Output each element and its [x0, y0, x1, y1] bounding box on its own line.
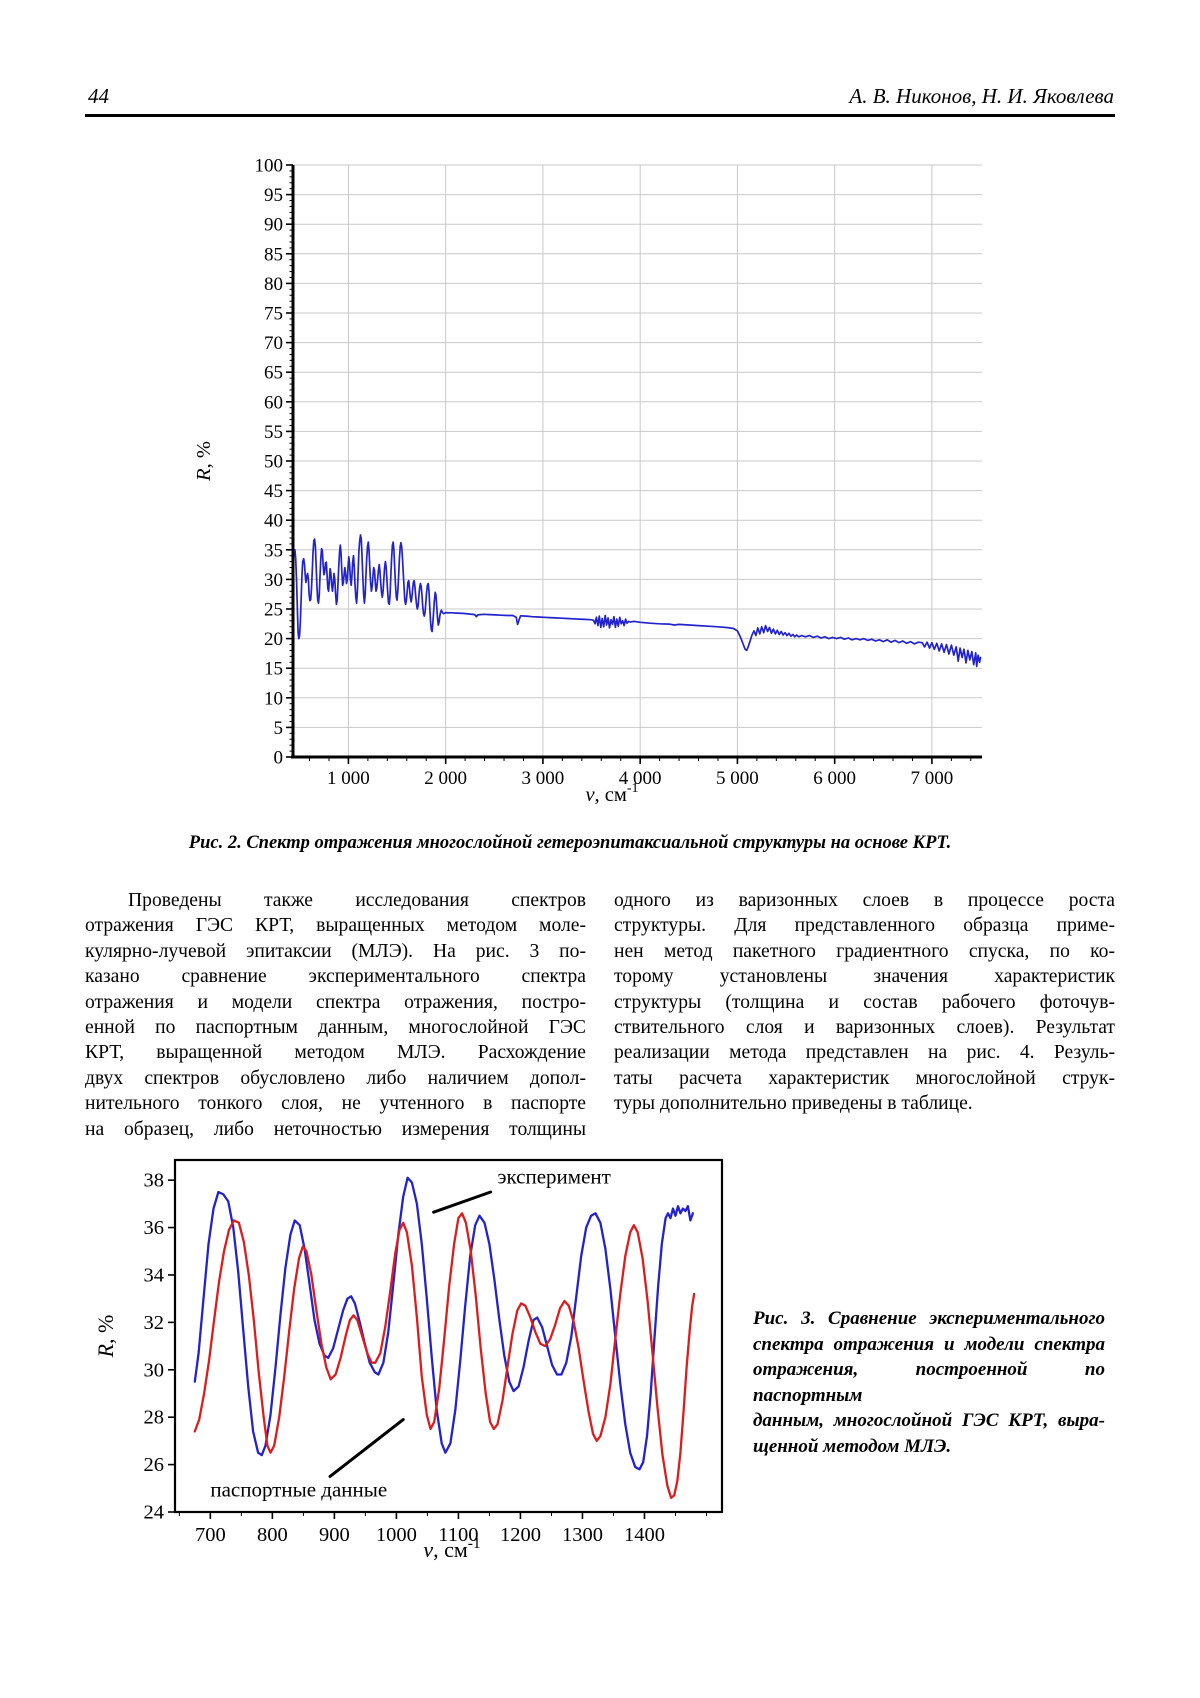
- tick-label-x: 4 000: [619, 768, 662, 789]
- text-line: таты расчета характеристик многослойной …: [614, 1067, 1115, 1089]
- fig2-curve-0: [294, 534, 982, 668]
- tick-label-y: 36: [144, 1217, 165, 1239]
- tick-label-x: 7 000: [911, 768, 954, 789]
- tick-label-y: 40: [264, 511, 283, 532]
- page-number: 44: [88, 84, 109, 108]
- fig3-curve-0: [193, 1176, 695, 1471]
- tick-label-y: 20: [264, 629, 283, 650]
- text-line: казано сравнение экспериментального спек…: [85, 966, 586, 988]
- tick-label-x: 1 000: [327, 768, 370, 789]
- text-line: отражения ГЭС КРТ, выращенных методом мо…: [85, 915, 586, 937]
- tick-label-y: 26: [144, 1454, 165, 1476]
- tick-label-x: 6 000: [813, 768, 856, 789]
- tick-label-y: 85: [264, 244, 283, 265]
- tick-label-y: 30: [144, 1359, 165, 1381]
- text-line: торому установлены значения характеристи…: [614, 966, 1115, 988]
- tick-label-y: 30: [264, 570, 283, 591]
- text-line: КРТ, выращенной методом МЛЭ. Расхождение: [85, 1042, 586, 1064]
- text-line: кулярно-лучевой эпитаксии (МЛЭ). На рис.…: [85, 940, 586, 962]
- y-axis-label: R, %: [93, 1315, 118, 1359]
- tick-label-x: 1200: [500, 1524, 541, 1546]
- tick-label-y: 100: [255, 156, 284, 177]
- tick-label-x: 1100: [438, 1524, 478, 1546]
- body-column-right: одного из варизонных слоев в процессе ро…: [614, 888, 1115, 1117]
- tick-label-y: 95: [264, 185, 283, 206]
- running-head-authors: А. В. Никонов, Н. И. Яковлева: [849, 84, 1114, 108]
- passport-label-leader-line: [328, 1418, 405, 1478]
- tick-label-x: 800: [257, 1524, 288, 1546]
- plot-frame: [173, 1158, 724, 1514]
- tick-label-y: 90: [264, 215, 283, 236]
- text-line: нительного тонкого слоя, не учтенного в …: [85, 1093, 586, 1115]
- tick-label-y: 5: [274, 718, 284, 739]
- figure2-reflection-spectrum-chart: 0 5 10 15 20 25 30 35 40 45 50 55 60 65 70 75 80 85 90 95 10…: [193, 156, 982, 806]
- tick-label-x: 1400: [624, 1524, 665, 1546]
- text-line: одного из варизонных слоев в процессе ро…: [614, 890, 1115, 911]
- experiment-label-leader-line: [432, 1190, 493, 1214]
- tick-label-y: 24: [144, 1502, 165, 1524]
- y-axis-label: R, %: [193, 441, 215, 482]
- tick-label-y: 50: [264, 452, 283, 473]
- tick-label-y: 60: [264, 392, 283, 413]
- text-line: данным, многослойной ГЭС КРТ, выра-: [753, 1410, 1105, 1432]
- text-line: енной по паспортным данным, многослойной…: [85, 1017, 586, 1039]
- text-line: структуры. Для представленного образца п…: [614, 915, 1115, 937]
- text-line: Рис. 3. Сравнение экспериментального: [753, 1308, 1105, 1329]
- text-line: Проведены также исследования спектров: [128, 890, 586, 911]
- tick-label-y: 32: [144, 1312, 165, 1334]
- tick-label-x: 1300: [562, 1524, 603, 1546]
- text-line: нен метод пакетного градиентного спуска,…: [614, 940, 1115, 962]
- tick-label-x: 900: [319, 1524, 350, 1546]
- text-line: двух спектров обусловлено либо наличием …: [85, 1067, 586, 1089]
- figure3-comparison-chart: 24 26 28 30 32 34 36 38 700 800 900 1000 1100 1200 130…: [93, 1158, 724, 1562]
- tick-label-y: 55: [264, 422, 283, 443]
- experiment-label: эксперимент: [497, 1165, 610, 1189]
- text-line: спектра отражения и модели спектра: [753, 1333, 1105, 1355]
- text-line: отражения, построенной по паспортным: [753, 1359, 1105, 1406]
- tick-label-y: 80: [264, 274, 283, 295]
- text-line: структуры (толщина и состав рабочего фот…: [614, 991, 1115, 1013]
- text-line: на образец, либо неточностью измерения т…: [85, 1118, 586, 1140]
- tick-label-y: 10: [264, 688, 283, 709]
- tick-label-x: 2 000: [424, 768, 467, 789]
- tick-label-y: 70: [264, 333, 283, 354]
- tick-label-x: 1000: [376, 1524, 417, 1546]
- x-axis-label: ν, см-1: [423, 1535, 480, 1562]
- header-rule: [85, 114, 1115, 117]
- tick-label-y: 75: [264, 304, 283, 325]
- tick-label-y: 15: [264, 659, 283, 680]
- body-column-left: Проведены также исследования спектров отр…: [85, 888, 586, 1142]
- passport-label: паспортные данные: [210, 1478, 387, 1502]
- text-line: ствительного слоя и варизонных слоев). Р…: [614, 1017, 1115, 1039]
- tick-label-y: 0: [274, 748, 284, 769]
- tick-label-y: 38: [144, 1170, 165, 1192]
- fig3-curve-1: [193, 1212, 696, 1499]
- tick-label-x: 3 000: [522, 768, 565, 789]
- text-line: туры дополнительно приведены в таблице.: [614, 1093, 973, 1115]
- tick-label-y: 35: [264, 540, 283, 561]
- tick-label-y: 65: [264, 363, 283, 384]
- tick-label-x: 700: [195, 1524, 226, 1546]
- text-line: реализации метода представлен на рис. 4.…: [614, 1042, 1115, 1064]
- tick-label-x: 5 000: [716, 768, 759, 789]
- figure2-caption: Рис. 2. Спектр отражения многослойной ге…: [188, 833, 952, 853]
- figure3-caption: Рис. 3. Сравнение экспериментального спек…: [753, 1306, 1105, 1460]
- text-line: отражения и модели спектра отражения, по…: [85, 991, 586, 1013]
- tick-label-y: 34: [144, 1264, 165, 1286]
- tick-label-y: 45: [264, 481, 283, 502]
- tick-label-y: 28: [144, 1407, 165, 1429]
- x-axis-label: ν, см-1: [585, 781, 638, 806]
- text-line: щенной методом МЛЭ.: [753, 1435, 952, 1457]
- tick-label-y: 25: [264, 600, 283, 621]
